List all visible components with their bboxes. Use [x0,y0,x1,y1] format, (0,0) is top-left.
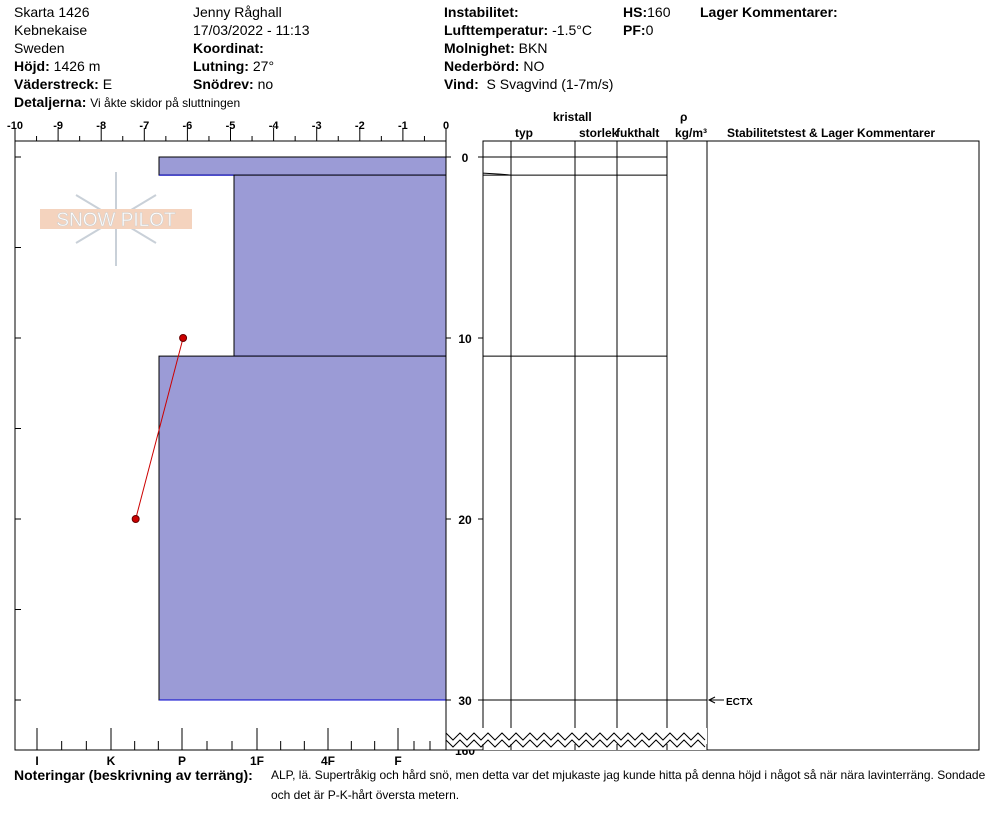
penetration: PF:0 [623,22,654,38]
depth-tick-label: 20 [458,513,472,527]
stability-test-label: ECTX [726,697,753,708]
wind-loading: Snödrev: no [193,76,274,92]
precipitation: Nederbörd: NO [444,58,545,74]
layer-comments-label: Lager Kommentarer: [700,4,838,20]
temp-tick-label: -2 [355,120,365,132]
depth-tick-label: 0 [462,151,469,165]
svg-text:SNOW PILOT: SNOW PILOT [56,210,176,231]
hardness-tick-label: 1F [250,754,264,768]
air-temp: Lufttemperatur: -1.5°C [444,22,592,38]
temp-tick-label: -8 [96,120,106,132]
col-rho: ρ [680,110,688,124]
snow-layer [158,156,447,176]
hardness-tick-label: F [394,754,401,768]
location-country: Sweden [14,40,65,56]
table-frame [482,140,980,751]
location-range: Kebnekaise [14,22,88,38]
stability-test-arrowhead [707,696,716,704]
elevation: Höjd: 1426 m [14,58,101,74]
hardness-tick-label: K [107,754,116,768]
temp-tick-label: -5 [226,120,236,132]
axis-break-zigzag [445,732,706,741]
hardness-tick-label: P [178,754,186,768]
temp-tick-label: -7 [139,120,149,132]
temperature-point [131,515,140,523]
notes-line-1: ALP, lä. Supertråkig och hård snö, men d… [271,768,986,782]
snow-layer [158,355,447,701]
aspect: Väderstreck: E [14,76,113,92]
col-storlek: storlek [579,126,617,140]
depth-tick-label: 10 [458,332,472,346]
notes-label: Noteringar (beskrivning av terräng): [14,767,253,783]
layer-connector [482,172,512,176]
axis-break-mask [447,728,707,750]
temp-tick-label: -4 [269,120,280,132]
depth-tick-label: 30 [458,694,472,708]
location-name: Skarta 1426 [14,4,90,20]
temperature-profile-line [135,337,184,520]
coordinate: Koordinat: [193,40,264,56]
col-fukthalt: fukthalt [616,126,660,140]
temp-tick-label: -9 [53,120,63,132]
col-stability: Stabilitetstest & Lager Kommentarer [727,126,936,140]
snow-height: HS:160 [623,4,671,20]
col-density-unit: kg/m³ [675,126,708,140]
sky-cover: Molnighet: BKN [444,40,548,56]
hardness-tick-label: 4F [321,754,335,768]
temp-tick-label: -6 [183,120,193,132]
axis-break-zigzag [445,739,706,748]
slope: Lutning: 27° [193,58,275,74]
temp-tick-label: -3 [312,120,322,132]
col-kristall: kristall [553,110,592,124]
observer: Jenny Råghall [193,4,282,20]
wind: Vind: S Svagvind (1-7m/s) [444,76,614,92]
temp-tick-label: -1 [398,120,408,132]
temperature-point [179,334,188,342]
temp-tick-label: -10 [7,120,23,132]
snow-pilot-logo: SNOW PILOT [40,172,192,266]
temp-tick-label: 0 [443,120,449,132]
col-typ: typ [515,126,533,140]
details: Detaljerna: Vi åkte skidor på sluttninge… [14,94,241,110]
hardness-tick-label: I [35,754,38,768]
snow-layer [233,174,447,357]
notes-line-2: och det är P-K-hårt översta metern. [271,788,460,802]
datetime: 17/03/2022 - 11:13 [193,22,310,38]
instability: Instabilitet: [444,4,519,20]
